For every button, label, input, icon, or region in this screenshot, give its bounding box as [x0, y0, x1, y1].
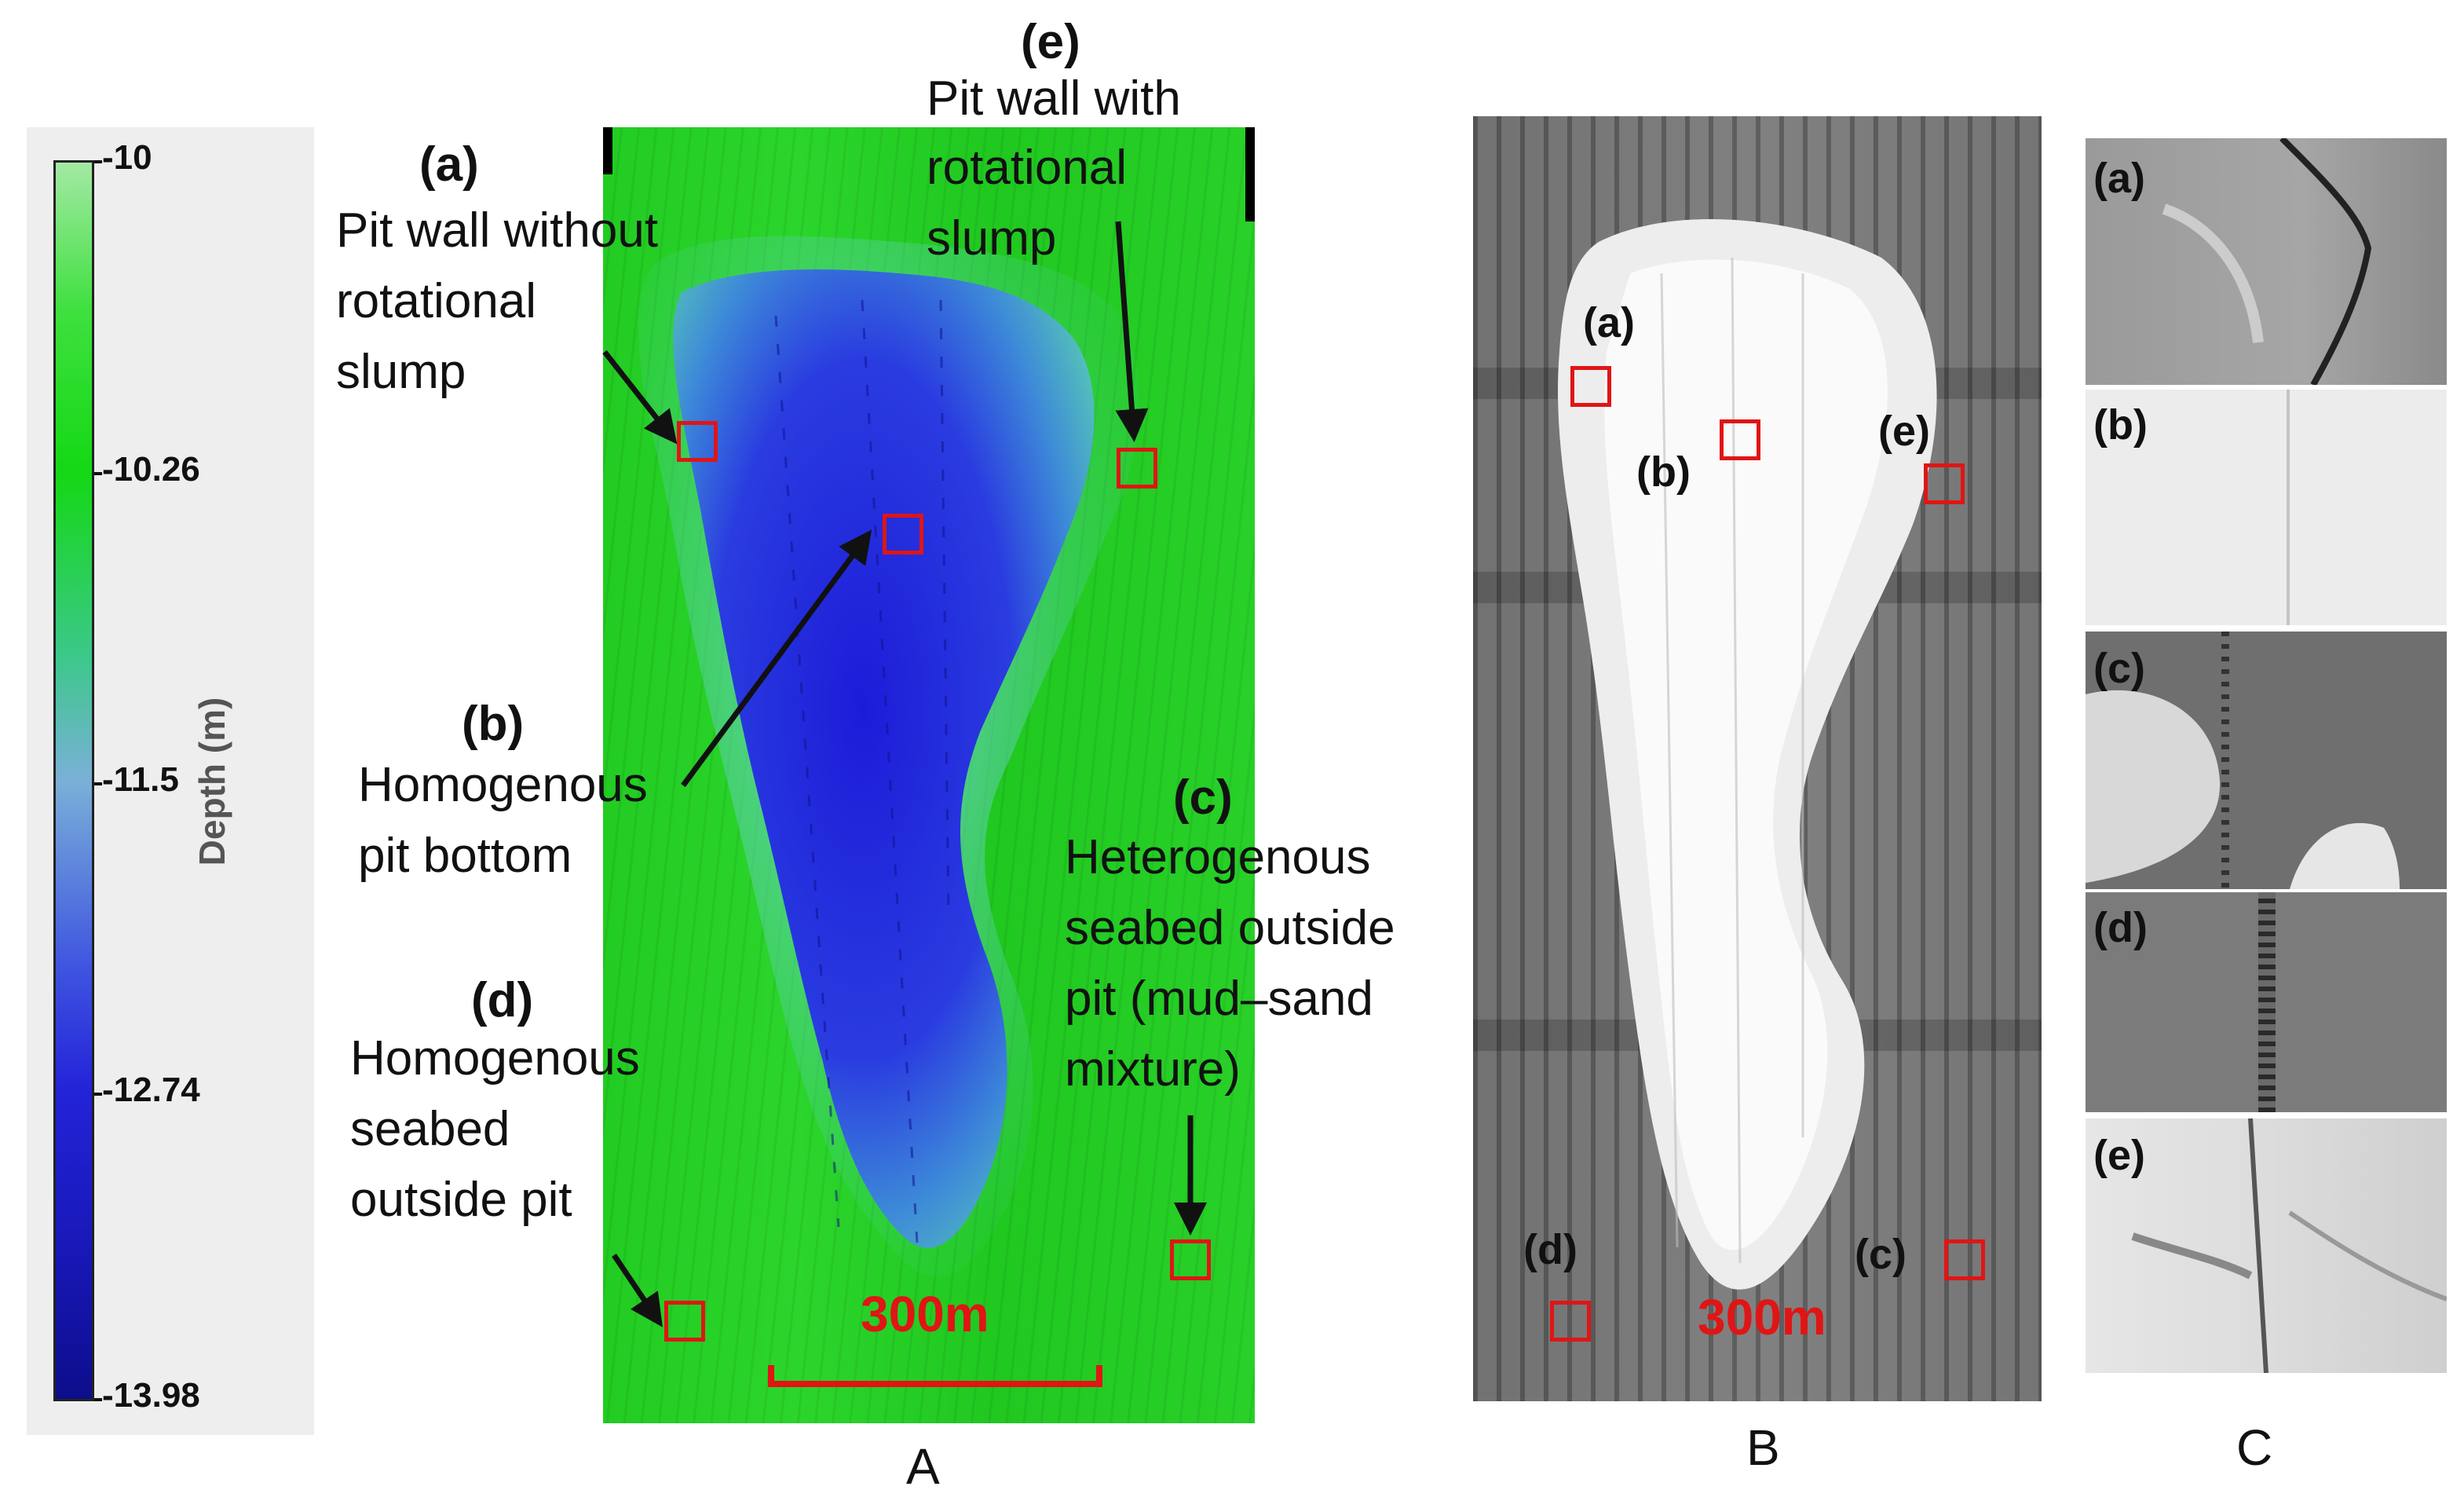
annotation-c-tag: (c)	[1173, 771, 1233, 825]
roi-box-c	[1170, 1239, 1211, 1280]
annotation-b-line: pit bottom	[358, 829, 572, 883]
crop-image-e	[2086, 1118, 2447, 1373]
annotation-c-line: seabed outside	[1065, 901, 1395, 955]
annotation-c-line: mixture)	[1065, 1042, 1241, 1096]
roi-box-b	[883, 514, 923, 555]
colorbar-tick	[94, 782, 102, 785]
backscatter-mosaic	[1473, 116, 2042, 1401]
annotation-d-line: Homogenous	[350, 1031, 640, 1085]
mosaic-tag-a: (a)	[1583, 299, 1635, 346]
roi-box-d	[664, 1301, 705, 1342]
annotation-d-line: outside pit	[350, 1173, 572, 1227]
colorbar-gradient	[53, 160, 94, 1401]
colorbar-tick	[94, 1093, 102, 1096]
annotation-e-tag: (e)	[1021, 15, 1080, 69]
bright-pit-area	[1558, 219, 1937, 1290]
roi-box-b-d	[1550, 1301, 1591, 1342]
colorbar-tick-label: -13.98	[102, 1376, 200, 1415]
roi-box-e	[1117, 448, 1157, 489]
annotation-e-line: slump	[927, 211, 1057, 265]
colorbar-tick	[94, 472, 102, 475]
annotation-b-line: Homogenous	[358, 758, 648, 812]
crop-c-feature	[2086, 632, 2400, 889]
roi-box-b-a	[1570, 366, 1611, 407]
crop-tag-c: (c)	[2093, 645, 2145, 692]
mosaic-tag-e: (e)	[1878, 408, 1930, 455]
crop-tag-d: (d)	[2093, 904, 2148, 951]
crop-e-feature	[2131, 1118, 2447, 1373]
crop-tag-e: (e)	[2093, 1132, 2145, 1179]
annotation-e-line: Pit wall with	[927, 71, 1181, 126]
crop-d-line	[2258, 892, 2276, 1112]
annotation-a-tag: (a)	[419, 137, 479, 192]
colorbar-tick-label: -10	[102, 138, 152, 177]
colorbar-tick	[94, 1398, 102, 1401]
colorbar-tick-label: -11.5	[102, 760, 179, 799]
mosaic-tag-b: (b)	[1636, 448, 1691, 496]
annotation-e-line: rotational	[927, 141, 1128, 195]
mosaic-tag-c: (c)	[1855, 1231, 1906, 1278]
mosaic-tag-d: (d)	[1523, 1226, 1577, 1273]
pit-depression	[603, 127, 1255, 1277]
annotation-c-line: pit (mud–sand	[1065, 972, 1373, 1026]
annotation-c-line: Heterogenous	[1065, 830, 1371, 884]
colorbar-tick-label: -12.74	[102, 1071, 200, 1109]
crop-image-c	[2086, 632, 2447, 889]
annotation-a-line: slump	[336, 345, 466, 399]
scale-label-b: 300m	[1698, 1289, 1826, 1345]
annotation-b-tag: (b)	[462, 697, 525, 751]
crop-tag-b: (b)	[2093, 401, 2148, 448]
annotation-d-tag: (d)	[471, 973, 534, 1027]
panel-label-a: A	[906, 1438, 940, 1495]
colorbar-title: Depth (m)	[192, 697, 232, 866]
panel-label-b: B	[1746, 1419, 1780, 1476]
roi-box-b-c	[1944, 1239, 1985, 1280]
crop-image-d	[2086, 892, 2447, 1112]
roi-box-a	[677, 421, 718, 462]
scale-label-a: 300m	[861, 1286, 989, 1342]
crop-b-line	[2287, 390, 2290, 625]
crop-image-a	[2086, 138, 2447, 385]
annotation-a-line: rotational	[336, 274, 537, 328]
crop-a-feature	[2162, 138, 2372, 385]
bathymetry-map	[603, 127, 1255, 1423]
annotation-a-line: Pit wall without	[336, 203, 659, 258]
annotation-d-line: seabed	[350, 1102, 510, 1156]
roi-box-b-e	[1924, 463, 1965, 504]
colorbar-tick	[94, 160, 102, 163]
crop-image-b	[2086, 390, 2447, 625]
colorbar-tick-label: -10.26	[102, 450, 200, 489]
crop-tag-a: (a)	[2093, 155, 2145, 202]
roi-box-b-b	[1720, 419, 1760, 460]
panel-label-c: C	[2236, 1419, 2273, 1476]
